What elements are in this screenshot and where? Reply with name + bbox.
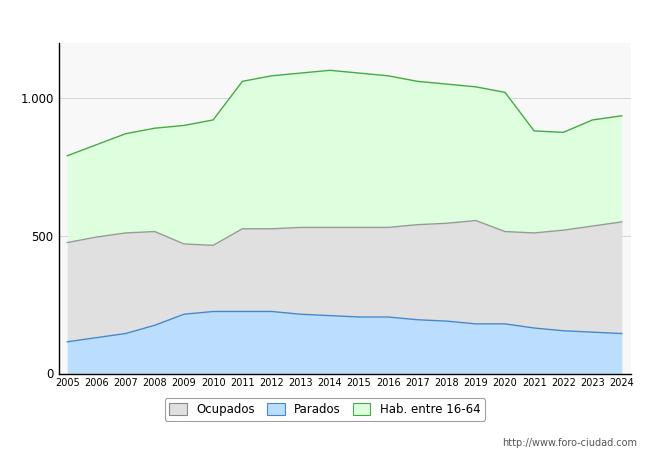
Text: Pulgar - Evolucion de la poblacion en edad de Trabajar Septiembre de 2024: Pulgar - Evolucion de la poblacion en ed… xyxy=(14,12,636,27)
Text: http://www.foro-ciudad.com: http://www.foro-ciudad.com xyxy=(502,438,637,448)
Legend: Ocupados, Parados, Hab. entre 16-64: Ocupados, Parados, Hab. entre 16-64 xyxy=(164,398,486,421)
